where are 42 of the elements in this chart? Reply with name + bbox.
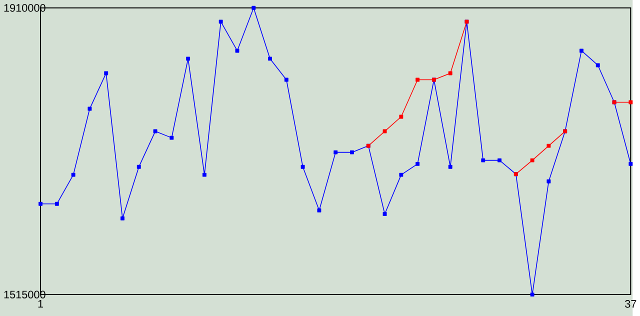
point [186, 56, 190, 61]
point [284, 78, 288, 82]
point [252, 6, 256, 10]
x-tick-label: 37 [625, 300, 636, 308]
point [416, 162, 420, 166]
point [350, 150, 354, 154]
point [136, 164, 141, 169]
point [153, 129, 158, 134]
point [202, 172, 206, 177]
point [580, 48, 584, 53]
point [382, 212, 387, 216]
y-tick-label: 1515000 [4, 290, 46, 298]
point [88, 106, 92, 111]
point [628, 162, 633, 166]
point [71, 172, 76, 177]
point [235, 48, 240, 53]
point [120, 216, 124, 220]
point [399, 172, 404, 177]
point [399, 114, 404, 119]
point [546, 179, 551, 184]
point [596, 63, 600, 68]
point [300, 164, 305, 169]
point [530, 158, 534, 162]
point [481, 158, 486, 162]
point [628, 100, 633, 104]
point [54, 202, 59, 206]
point [530, 292, 534, 296]
point [546, 144, 551, 148]
point [38, 202, 43, 206]
point [416, 78, 420, 82]
point [448, 164, 452, 169]
point [498, 158, 502, 162]
point [448, 71, 452, 76]
point [104, 71, 108, 76]
point [268, 56, 272, 61]
x-tick-label: 1 [38, 300, 44, 308]
point [334, 150, 338, 154]
point [170, 136, 174, 140]
point [218, 20, 223, 24]
y-tick-label: 1910000 [4, 4, 46, 12]
point [317, 208, 322, 212]
point [382, 129, 387, 134]
